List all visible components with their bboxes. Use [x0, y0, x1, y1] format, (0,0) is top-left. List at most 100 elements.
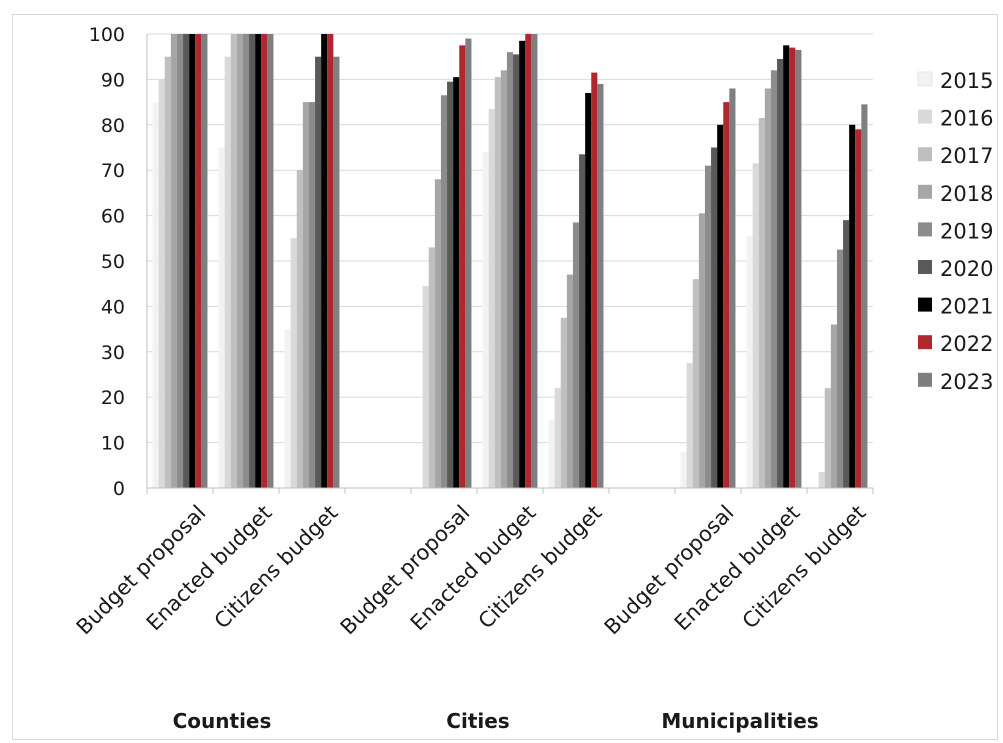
bar [855, 129, 862, 488]
legend-label: 2016 [940, 107, 993, 131]
bar [566, 274, 573, 488]
bar [764, 88, 771, 488]
bar [321, 34, 328, 488]
bar [189, 34, 196, 488]
bar [290, 238, 297, 488]
legend-label: 2018 [940, 182, 993, 206]
bar [783, 45, 790, 488]
bar [440, 95, 448, 488]
bar [591, 72, 598, 488]
bar [453, 77, 460, 488]
bar [230, 34, 237, 488]
bar [267, 34, 274, 488]
bar [777, 58, 784, 488]
bar [513, 54, 520, 489]
bar [506, 52, 514, 488]
y-tick-label: 0 [113, 478, 125, 500]
bar [261, 34, 268, 488]
bar [218, 147, 225, 488]
bar [843, 220, 850, 488]
legend-swatch [917, 71, 933, 87]
y-tick-label: 10 [101, 433, 125, 455]
bar [152, 102, 159, 488]
bar [422, 285, 429, 488]
chart-frame [12, 14, 998, 740]
legend-label: 2015 [940, 69, 993, 93]
category-label: Enacted budget [142, 501, 277, 636]
bar [548, 419, 555, 488]
bar [201, 34, 208, 488]
bar [830, 324, 837, 488]
bar [158, 79, 165, 489]
y-tick-label: 80 [101, 115, 125, 137]
bar [531, 34, 538, 488]
bar [554, 388, 561, 488]
bar [447, 81, 454, 489]
bar [195, 34, 202, 488]
legend-swatch [918, 147, 932, 162]
bar [729, 88, 736, 488]
bar [579, 154, 586, 488]
legend-swatch [918, 222, 932, 237]
bar [717, 124, 724, 489]
bar [746, 236, 753, 488]
y-tick-label: 70 [101, 160, 125, 182]
bar [560, 317, 567, 488]
bar [284, 329, 291, 488]
bar [428, 247, 435, 488]
bar [308, 102, 316, 488]
axes [146, 34, 874, 494]
group-label: Cities [446, 709, 509, 733]
legend-label: 2019 [940, 219, 993, 243]
y-tick-label: 50 [101, 251, 125, 273]
bar [711, 147, 718, 488]
bar [170, 34, 177, 488]
y-tick-label: 60 [101, 206, 125, 228]
category-label: Citizens budget [738, 501, 871, 634]
bar [236, 34, 243, 488]
legend-swatch [918, 335, 932, 350]
legend-swatch [918, 260, 932, 274]
bar [434, 179, 441, 488]
group-label: Municipalities [661, 709, 818, 733]
bar [704, 165, 712, 488]
bar [849, 124, 856, 489]
bar [500, 70, 507, 488]
bar [183, 34, 190, 488]
bar [327, 34, 334, 488]
bar [758, 117, 765, 489]
bar [692, 279, 699, 488]
bar [824, 388, 831, 488]
bar [302, 102, 309, 488]
legend-label: 2023 [940, 370, 993, 394]
bar [465, 38, 472, 488]
legend-label: 2022 [940, 332, 993, 356]
bar [176, 34, 184, 488]
category-label: Citizens budget [210, 501, 343, 634]
bar [572, 222, 580, 488]
bar [770, 70, 778, 488]
bar [519, 40, 526, 489]
bar [164, 56, 171, 488]
group-label: Counties [173, 709, 272, 733]
legend-swatch [918, 109, 932, 124]
bar [482, 152, 489, 489]
bar [249, 34, 256, 488]
bar [242, 34, 250, 488]
legend: 2015 2016 2017 2018 2019 2020 2021 2022 2023 [917, 69, 993, 394]
bar [723, 102, 730, 488]
category-label: Citizens budget [474, 501, 607, 634]
bar [488, 108, 495, 488]
bar [752, 163, 759, 488]
bar [459, 45, 466, 488]
bar [224, 56, 231, 488]
bar [680, 451, 687, 488]
y-tick-label: 100 [89, 24, 125, 46]
category-label: Enacted budget [406, 501, 541, 636]
y-tick-label: 40 [101, 296, 125, 318]
bar [333, 56, 340, 488]
bar [686, 363, 693, 488]
bar [789, 47, 796, 489]
legend-swatch [918, 297, 932, 312]
bar [525, 34, 532, 488]
